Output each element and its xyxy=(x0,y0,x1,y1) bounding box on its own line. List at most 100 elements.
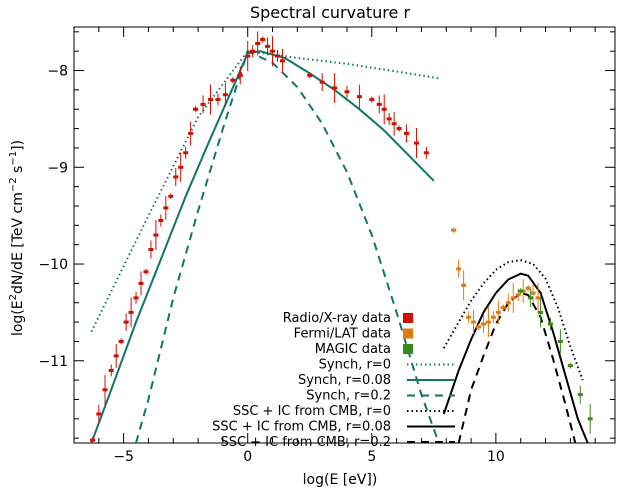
data-point xyxy=(163,206,169,210)
data-point xyxy=(183,151,189,155)
data-point xyxy=(369,98,375,102)
legend-label: Synch, r=0 xyxy=(319,358,391,373)
data-point xyxy=(265,44,271,48)
data-point xyxy=(386,117,392,121)
data-point xyxy=(230,78,236,82)
data-point xyxy=(396,127,402,131)
data-point xyxy=(391,122,397,126)
data-point xyxy=(490,315,496,319)
legend-swatch xyxy=(403,344,413,354)
data-point xyxy=(96,412,102,416)
data-point xyxy=(279,59,285,63)
y-tick-label: −11 xyxy=(38,354,68,370)
legend-label: SSC + IC from CMB, r=0.2 xyxy=(220,435,391,450)
data-point xyxy=(528,296,534,300)
legend-swatch xyxy=(403,313,413,323)
data-point xyxy=(404,131,410,135)
legend-label: SSC + IC from CMB, r=0.08 xyxy=(212,420,391,435)
data-point xyxy=(525,286,531,290)
data-point xyxy=(138,281,144,285)
data-point xyxy=(90,438,96,442)
data-point xyxy=(476,325,482,329)
series-line xyxy=(442,259,584,381)
data-point xyxy=(113,354,119,358)
data-point xyxy=(245,54,251,58)
data-point xyxy=(451,228,457,232)
data-point xyxy=(200,102,206,106)
data-point xyxy=(567,364,573,368)
data-point xyxy=(557,339,563,343)
data-points xyxy=(90,31,593,443)
data-point xyxy=(500,306,506,310)
data-point xyxy=(466,315,472,319)
data-point xyxy=(207,98,213,102)
y-tick-label: −9 xyxy=(47,160,68,176)
x-tick-label: −5 xyxy=(113,449,134,465)
data-point xyxy=(260,38,266,42)
data-point xyxy=(102,388,108,392)
y-tick-label: −10 xyxy=(38,257,68,273)
legend-label: Synch, r=0.08 xyxy=(298,373,391,388)
data-point xyxy=(274,54,280,58)
data-point xyxy=(413,141,419,145)
data-point xyxy=(535,296,541,300)
data-point xyxy=(270,49,276,53)
legend-label: Radio/X-ray data xyxy=(283,311,391,326)
data-point xyxy=(250,49,256,53)
legend-swatch xyxy=(403,328,413,339)
data-point xyxy=(538,310,544,314)
data-point xyxy=(518,289,524,293)
data-point xyxy=(123,320,129,324)
data-point xyxy=(178,165,184,169)
data-point xyxy=(215,98,221,102)
series-line xyxy=(457,291,577,443)
data-point xyxy=(332,86,338,90)
data-point xyxy=(505,301,511,305)
data-point xyxy=(456,267,462,271)
data-point xyxy=(376,102,382,106)
x-tick-label: 5 xyxy=(367,449,376,465)
data-point xyxy=(319,80,325,84)
data-point xyxy=(461,283,467,287)
data-point xyxy=(510,296,516,300)
y-ticks: −11 −10 −9 −8 xyxy=(38,31,615,439)
data-point xyxy=(133,296,139,300)
legend-label: SSC + IC from CMB, r=0 xyxy=(233,404,391,419)
data-point xyxy=(515,293,521,297)
series-line xyxy=(442,272,589,443)
data-point xyxy=(153,233,159,237)
data-point xyxy=(173,175,179,179)
x-tick-label: 10 xyxy=(487,449,505,465)
data-point xyxy=(495,310,501,314)
x-ticks: −5 0 5 10 xyxy=(73,27,596,465)
data-point xyxy=(143,270,149,274)
data-point xyxy=(423,151,429,155)
data-point xyxy=(471,320,477,324)
data-point xyxy=(577,393,583,397)
data-point xyxy=(168,194,174,198)
legend-label: MAGIC data xyxy=(315,342,391,357)
data-point xyxy=(381,107,387,111)
data-point xyxy=(255,41,261,45)
data-point xyxy=(158,218,164,222)
plot-frame xyxy=(73,26,616,444)
data-point xyxy=(108,368,114,372)
series-line xyxy=(135,49,440,443)
data-point xyxy=(530,291,536,295)
data-point xyxy=(188,131,194,135)
series-line xyxy=(90,50,439,333)
data-point xyxy=(344,90,350,94)
data-point xyxy=(485,320,491,324)
chart-title: Spectral curvature r xyxy=(250,3,411,22)
data-point xyxy=(547,322,553,326)
data-point xyxy=(237,73,243,77)
data-point xyxy=(222,93,228,97)
x-axis-label: log(E [eV]) xyxy=(303,472,378,488)
data-point xyxy=(356,95,362,99)
data-point xyxy=(193,107,199,111)
x-tick-label: 0 xyxy=(243,449,252,465)
data-point xyxy=(307,73,313,77)
y-tick-label: −8 xyxy=(47,64,68,80)
legend-label: Fermi/LAT data xyxy=(294,327,391,342)
